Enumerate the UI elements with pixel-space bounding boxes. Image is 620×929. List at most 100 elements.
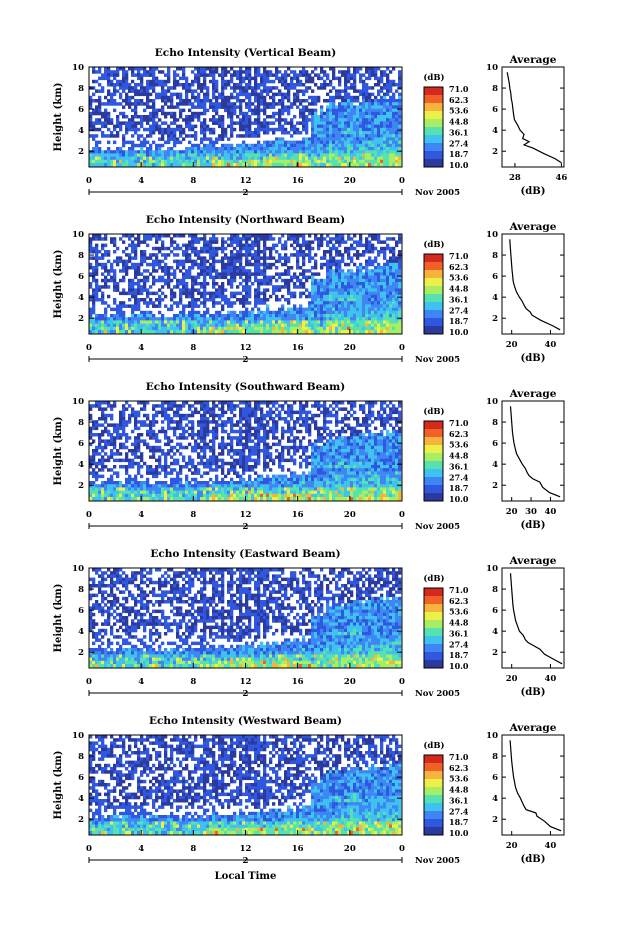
heatmap-cell <box>308 147 312 151</box>
heatmap-cell <box>116 326 120 331</box>
heatmap-cell <box>191 237 195 241</box>
heatmap-cell <box>254 320 258 324</box>
heatmap-cell <box>335 317 339 321</box>
heatmap-cell <box>98 452 102 456</box>
heatmap-cell <box>395 317 399 321</box>
heatmap-cell <box>221 92 225 97</box>
heatmap-cell <box>221 326 225 331</box>
heatmap-cell <box>110 237 114 241</box>
heatmap-cell <box>113 323 117 328</box>
heatmap-cell <box>242 159 246 164</box>
heatmap-cell <box>380 143 384 148</box>
heatmap-cell <box>206 67 210 71</box>
heatmap-cell <box>131 246 135 251</box>
heatmap-cell <box>104 253 108 257</box>
heatmap-cell <box>314 163 318 167</box>
heatmap-cell <box>176 301 180 305</box>
heatmap-cell <box>257 317 261 321</box>
heatmap-cell <box>161 243 165 248</box>
heatmap-cell <box>284 79 288 84</box>
heatmap-cell <box>272 275 276 280</box>
heatmap-cell <box>197 159 201 164</box>
heatmap-cell <box>230 86 234 90</box>
heatmap-cell <box>233 156 237 161</box>
heatmap-cell <box>140 253 144 257</box>
heatmap-cell <box>380 275 384 280</box>
heatmap-cell <box>116 282 120 286</box>
heatmap-cell <box>362 314 366 318</box>
heatmap-cell <box>311 102 315 106</box>
heatmap-cell <box>113 423 117 427</box>
heatmap-cell <box>386 310 390 315</box>
heatmap-cell <box>398 83 402 87</box>
heatmap-cell <box>179 282 183 286</box>
heatmap-cell <box>350 326 354 331</box>
heatmap-cell <box>170 304 174 308</box>
heatmap-cell <box>98 159 102 164</box>
heatmap-cell <box>290 102 294 106</box>
heatmap-cell <box>224 320 228 324</box>
heatmap-cell <box>122 83 126 87</box>
heatmap-cell <box>92 423 96 427</box>
heatmap-cell <box>320 307 324 312</box>
heatmap-cell <box>395 272 399 276</box>
heatmap-cell <box>254 278 258 283</box>
heatmap-cell <box>197 282 201 286</box>
heatmap-cell <box>197 83 201 87</box>
heatmap-cell <box>191 147 195 151</box>
heatmap-cell <box>257 134 261 138</box>
heatmap-cell <box>383 253 387 257</box>
heatmap-cell <box>98 156 102 161</box>
heatmap-cell <box>389 291 393 296</box>
heatmap-cell <box>173 127 177 132</box>
heatmap-cell <box>125 115 129 119</box>
heatmap-cell <box>95 272 99 276</box>
heatmap-cell <box>149 111 153 116</box>
heatmap-cell <box>302 92 306 97</box>
heatmap-cell <box>302 285 306 289</box>
heatmap-cell <box>98 497 102 501</box>
heatmap-cell <box>107 70 111 74</box>
heatmap-cell <box>209 262 213 267</box>
heatmap-cell <box>113 282 117 286</box>
heatmap-cell <box>260 99 264 103</box>
heatmap-cell <box>284 272 288 276</box>
heatmap-cell <box>329 134 333 138</box>
heatmap-cell <box>335 137 339 141</box>
heatmap-cell <box>350 314 354 318</box>
heatmap-cell <box>107 442 111 447</box>
heatmap-cell <box>206 147 210 151</box>
heatmap-cell <box>239 282 243 286</box>
heatmap-cell <box>290 307 294 312</box>
heatmap-cell <box>149 86 153 90</box>
heatmap-cell <box>206 124 210 129</box>
heatmap-cell <box>209 147 213 151</box>
heatmap-cell <box>194 105 198 109</box>
colorbar-title: (dB) <box>423 239 444 250</box>
heatmap-cell <box>110 493 114 498</box>
heatmap-cell <box>242 323 246 328</box>
heatmap-cell <box>377 156 381 161</box>
heatmap-cell <box>155 95 159 100</box>
heatmap-cell <box>278 92 282 97</box>
heatmap-cell <box>398 102 402 106</box>
heatmap-cell <box>335 89 339 93</box>
heatmap-cell <box>137 76 141 81</box>
heatmap-cell <box>155 262 159 267</box>
heatmap-cell <box>275 102 279 106</box>
heatmap-cell <box>209 137 213 141</box>
heatmap-cell <box>200 99 204 103</box>
heatmap-cell <box>341 95 345 100</box>
heatmap-cell <box>233 269 237 273</box>
heatmap-cell <box>113 140 117 145</box>
heatmap-cell <box>116 102 120 106</box>
heatmap-cell <box>158 150 162 154</box>
heatmap-cell <box>182 278 186 283</box>
heatmap-cell <box>269 323 273 328</box>
heatmap-cell <box>131 291 135 296</box>
heatmap-cell <box>182 131 186 135</box>
heatmap-cell <box>248 234 252 238</box>
heatmap-cell <box>155 153 159 157</box>
heatmap-cell <box>212 83 216 87</box>
heatmap-cell <box>392 330 396 334</box>
